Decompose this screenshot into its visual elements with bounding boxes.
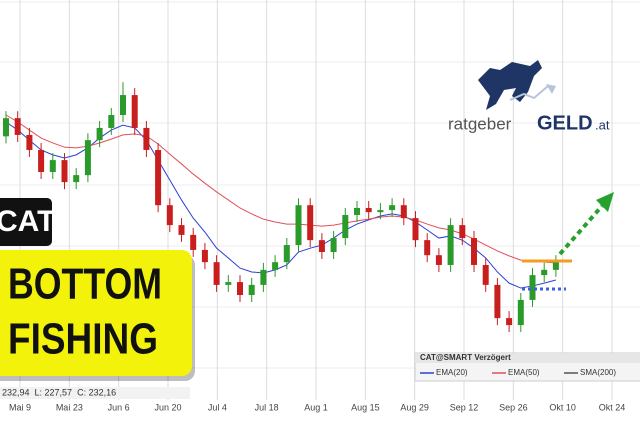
up-arrow-head [596,192,614,212]
candle-body [365,207,372,213]
candle-body [38,149,45,172]
ticker-text: CAT [0,205,55,238]
candle-body [295,205,302,246]
logo-suffix: .at [595,117,610,132]
candles [3,82,559,333]
x-tick-label: Jul 4 [208,402,227,412]
x-tick-label: Okt 24 [599,402,626,412]
candle-body [400,205,407,219]
candle-body [459,225,466,239]
candle-body [84,140,91,176]
candle-body [213,262,220,285]
legend: CAT@SMART Verzögert EMA(20) EMA(50) SMA(20… [414,352,640,382]
candle-body [14,118,21,135]
candle-body [412,218,419,241]
candle-body [424,240,431,256]
candle-body [377,210,384,213]
candle-body [96,127,103,141]
candle-body [330,238,337,253]
logo-word1: ratgeber [448,114,512,133]
x-axis: Mai 9 Mai 23 Jun 6 Jun 20 Jul 4 Jul 18 Aug 1 Au… [9,402,625,412]
candle-body [318,240,325,253]
candle-body [49,160,56,172]
candle-body [190,234,197,250]
badge-line2: FISHING [8,315,158,364]
logo: ratgeber GELD .at [448,60,610,134]
candle-body [389,205,396,211]
candle-body [260,269,267,285]
candle-body [248,284,255,296]
candle-body [342,214,349,239]
x-tick-label: Mai 23 [56,402,83,412]
candle-body [471,238,477,265]
x-tick-label: Sep 12 [450,402,479,412]
candle-body [166,205,173,226]
x-tick-label: Jul 18 [255,402,279,412]
candle-body [178,225,185,235]
x-tick-label: Aug 1 [304,402,328,412]
up-arrow-shaft [558,204,604,256]
info-strip [0,387,190,399]
legend-label: SMA(200) [580,368,616,377]
candle-body [494,284,501,319]
info-line: 232,94 L: 227,57 C: 232,16 [2,387,116,397]
x-tick-label: Sep 26 [499,402,528,412]
legend-title: CAT@SMART Verzögert [420,353,511,362]
candle-body [26,134,33,150]
x-tick-label: Aug 29 [400,402,429,412]
x-tick-label: Jun 20 [154,402,181,412]
candle-body [283,245,290,263]
candle-body [517,299,524,326]
candle-body [435,255,442,265]
candle-body [354,207,360,215]
candle-body [155,149,162,206]
candle-body [143,127,150,150]
candle-body [506,318,513,326]
badge-line1: BOTTOM [8,260,162,309]
candle-body [307,205,314,241]
candle-body [529,275,536,300]
candle-body [482,264,489,285]
legend-items: EMA(20) EMA(50) SMA(200) [420,368,616,377]
logo-bull [478,60,542,110]
candle-body [108,115,115,128]
candle-body [73,175,80,183]
candle-body [120,95,126,116]
x-tick-label: Aug 15 [351,402,380,412]
x-tick-label: Mai 9 [9,402,31,412]
candle-body [552,262,559,270]
legend-label: EMA(50) [508,368,540,377]
candle-body [272,262,279,270]
logo-word2: GELD [537,112,593,134]
x-tick-label: Jun 6 [108,402,130,412]
legend-header [415,353,640,363]
candle-body [237,282,243,296]
ticker-badge [0,198,52,246]
candle-body [131,95,138,128]
candle-body [61,160,68,183]
x-tick-label: Okt 10 [549,402,576,412]
candle-body [447,225,454,265]
logo-trend-head [546,84,556,94]
candle-body [225,282,232,285]
candle-body [3,118,9,137]
candle-body [541,269,548,276]
title-badge [0,250,192,376]
legend-label: EMA(20) [436,368,468,377]
candle-body [201,249,208,263]
